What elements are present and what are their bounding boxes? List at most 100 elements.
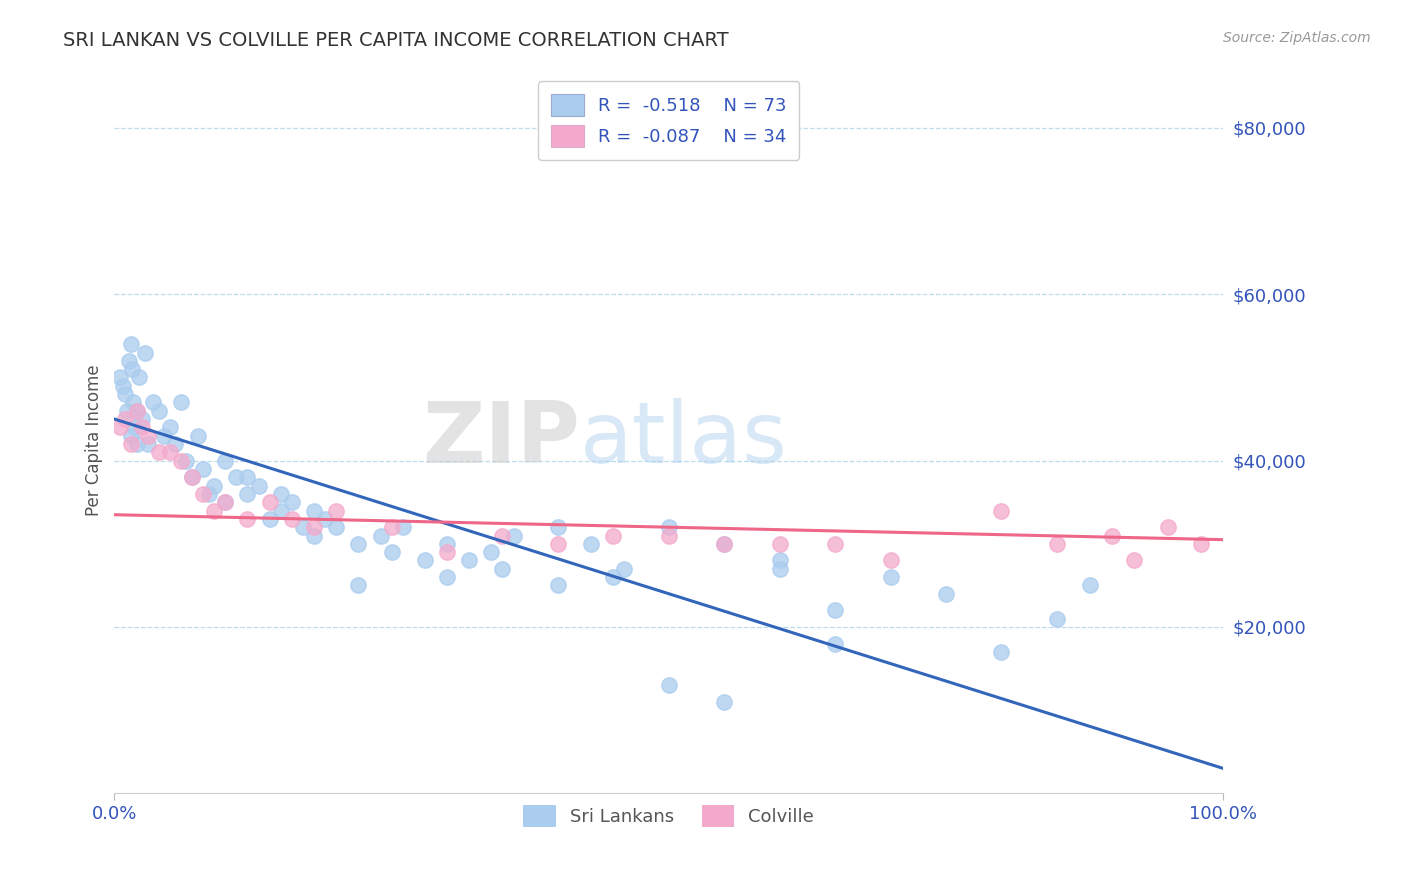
Point: [479, 545, 502, 559]
Point: [122, 395, 145, 409]
Point: [436, 545, 458, 559]
Point: [769, 537, 792, 551]
Point: [302, 503, 325, 517]
Point: [547, 520, 569, 534]
Point: [370, 528, 392, 542]
Point: [302, 528, 325, 542]
Point: [270, 503, 292, 517]
Point: [436, 537, 458, 551]
Point: [259, 512, 281, 526]
Point: [769, 562, 792, 576]
Point: [176, 453, 198, 467]
Text: Source: ZipAtlas.com: Source: ZipAtlas.com: [1223, 31, 1371, 45]
Point: [159, 445, 181, 459]
Point: [491, 528, 513, 542]
Point: [713, 537, 735, 551]
Point: [458, 553, 481, 567]
Point: [658, 520, 681, 534]
Point: [170, 453, 193, 467]
Point: [613, 562, 636, 576]
Point: [181, 470, 204, 484]
Point: [112, 379, 135, 393]
Point: [202, 478, 225, 492]
Point: [153, 428, 176, 442]
Point: [131, 420, 153, 434]
Point: [128, 370, 150, 384]
Point: [824, 637, 846, 651]
Point: [108, 370, 131, 384]
Point: [236, 487, 259, 501]
Point: [259, 495, 281, 509]
Point: [1078, 578, 1101, 592]
Point: [214, 453, 236, 467]
Point: [120, 437, 142, 451]
Point: [136, 437, 159, 451]
Point: [187, 428, 209, 442]
Point: [769, 553, 792, 567]
Point: [125, 437, 148, 451]
Point: [347, 537, 370, 551]
Point: [115, 403, 138, 417]
Point: [170, 395, 193, 409]
Point: [547, 578, 569, 592]
Point: [124, 420, 146, 434]
Point: [381, 520, 404, 534]
Point: [1101, 528, 1123, 542]
Point: [142, 395, 165, 409]
Point: [120, 337, 142, 351]
Point: [114, 412, 136, 426]
Point: [236, 470, 259, 484]
Point: [990, 503, 1012, 517]
Point: [1046, 612, 1069, 626]
Legend: Sri Lankans, Colville: Sri Lankans, Colville: [516, 797, 821, 834]
Point: [148, 445, 170, 459]
Point: [413, 553, 436, 567]
Point: [191, 487, 214, 501]
Point: [391, 520, 413, 534]
Text: SRI LANKAN VS COLVILLE PER CAPITA INCOME CORRELATION CHART: SRI LANKAN VS COLVILLE PER CAPITA INCOME…: [63, 31, 728, 50]
Point: [1046, 537, 1069, 551]
Text: atlas: atlas: [581, 399, 789, 482]
Point: [125, 403, 148, 417]
Point: [120, 428, 142, 442]
Point: [165, 437, 187, 451]
Point: [270, 487, 292, 501]
Point: [125, 403, 148, 417]
Point: [225, 470, 247, 484]
Point: [658, 528, 681, 542]
Point: [1157, 520, 1180, 534]
Point: [990, 645, 1012, 659]
Text: ZIP: ZIP: [422, 399, 581, 482]
Point: [148, 403, 170, 417]
Point: [824, 537, 846, 551]
Point: [114, 387, 136, 401]
Point: [602, 570, 624, 584]
Point: [935, 587, 957, 601]
Point: [824, 603, 846, 617]
Y-axis label: Per Capita Income: Per Capita Income: [86, 364, 103, 516]
Point: [202, 503, 225, 517]
Point: [214, 495, 236, 509]
Point: [118, 354, 141, 368]
Point: [191, 462, 214, 476]
Point: [214, 495, 236, 509]
Point: [502, 528, 524, 542]
Point: [281, 495, 304, 509]
Point: [325, 503, 347, 517]
Point: [713, 695, 735, 709]
Point: [291, 520, 314, 534]
Point: [381, 545, 404, 559]
Point: [579, 537, 602, 551]
Point: [879, 570, 901, 584]
Point: [159, 420, 181, 434]
Point: [436, 570, 458, 584]
Point: [236, 512, 259, 526]
Point: [491, 562, 513, 576]
Point: [181, 470, 204, 484]
Point: [658, 678, 681, 692]
Point: [131, 412, 153, 426]
Point: [134, 345, 156, 359]
Point: [108, 420, 131, 434]
Point: [197, 487, 219, 501]
Point: [602, 528, 624, 542]
